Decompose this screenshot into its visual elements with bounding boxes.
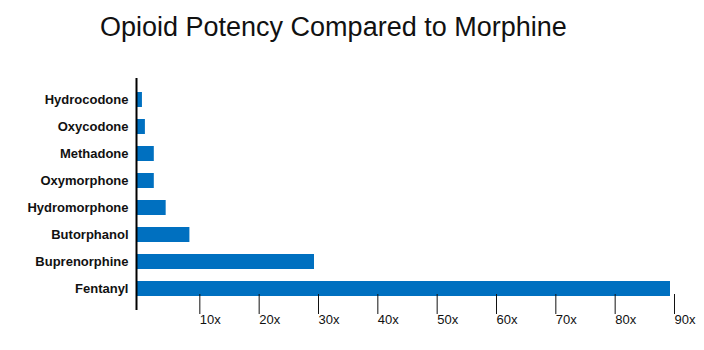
svg-text:20x: 20x bbox=[259, 312, 280, 327]
svg-text:60x: 60x bbox=[497, 312, 518, 327]
svg-text:10x: 10x bbox=[200, 312, 221, 327]
svg-text:Buprenorphine: Buprenorphine bbox=[35, 254, 128, 269]
svg-text:90x: 90x bbox=[675, 312, 696, 327]
svg-text:Oxymorphone: Oxymorphone bbox=[40, 173, 128, 188]
svg-text:Butorphanol: Butorphanol bbox=[51, 227, 128, 242]
svg-text:Hydromorphone: Hydromorphone bbox=[27, 200, 128, 215]
svg-text:70x: 70x bbox=[556, 312, 577, 327]
svg-text:Hydrocodone: Hydrocodone bbox=[45, 92, 129, 107]
html-text:Opioid Potency Compared to Mor: Opioid Potency Compared to Morphine bbox=[100, 12, 567, 42]
svg-text:Methadone: Methadone bbox=[60, 146, 129, 161]
svg-text:30x: 30x bbox=[319, 312, 340, 327]
svg-text:Fentanyl: Fentanyl bbox=[75, 281, 128, 296]
svg-text:Oxycodone: Oxycodone bbox=[58, 119, 129, 134]
svg-text:50x: 50x bbox=[437, 312, 458, 327]
svg-text:80x: 80x bbox=[615, 312, 636, 327]
svg-text:40x: 40x bbox=[378, 312, 399, 327]
